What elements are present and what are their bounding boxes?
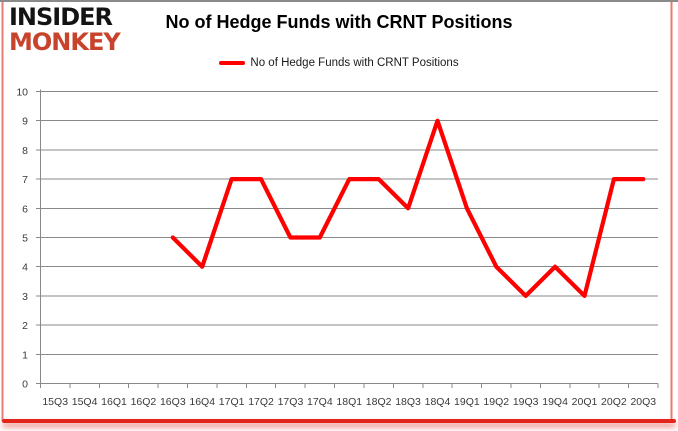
y-tick-label: 9 <box>22 116 28 128</box>
legend-line-marker <box>219 60 246 66</box>
x-tick-label: 20Q1 <box>572 396 598 408</box>
legend: No of Hedge Funds with CRNT Positions <box>0 57 678 69</box>
x-tick-label: 15Q3 <box>42 396 68 408</box>
x-tick-label: 17Q2 <box>248 396 274 408</box>
x-tick-label: 19Q4 <box>542 396 568 408</box>
x-tick-label: 20Q3 <box>630 396 656 408</box>
chart-title: No of Hedge Funds with CRNT Positions <box>165 12 513 32</box>
x-tick-label: 16Q3 <box>160 396 186 408</box>
top-border <box>0 0 678 2</box>
insider-monkey-logo: INSIDER MONKEY <box>9 3 121 56</box>
right-border-glow <box>670 2 673 421</box>
y-tick-label: 5 <box>22 233 28 245</box>
y-tick-label: 0 <box>22 379 28 391</box>
x-tick-label: 16Q2 <box>131 396 157 408</box>
x-tick-label: 17Q1 <box>219 396 245 408</box>
x-tick-label: 19Q2 <box>483 396 509 408</box>
y-tick-label: 8 <box>22 145 28 157</box>
x-tick-label: 15Q4 <box>72 396 98 408</box>
x-tick-label: 19Q1 <box>454 396 480 408</box>
logo-text-monkey: MONKEY <box>9 28 121 56</box>
x-tick-label: 18Q4 <box>425 396 451 408</box>
x-tick-label: 18Q1 <box>336 396 362 408</box>
x-tick-label: 19Q3 <box>513 396 539 408</box>
x-tick-label: 18Q2 <box>366 396 392 408</box>
legend-label: No of Hedge Funds with CRNT Positions <box>250 57 459 69</box>
y-tick-label: 2 <box>22 320 28 332</box>
y-tick-label: 6 <box>22 203 28 215</box>
x-tick-label: 17Q3 <box>278 396 304 408</box>
x-tick-label: 20Q2 <box>601 396 627 408</box>
x-tick-label: 17Q4 <box>307 396 333 408</box>
y-tick-label: 4 <box>22 262 28 274</box>
x-tick-label: 18Q3 <box>395 396 421 408</box>
x-tick-label: 16Q4 <box>189 396 215 408</box>
logo-text-insider: INSIDER <box>9 3 113 31</box>
left-border-glow <box>1 2 4 421</box>
y-tick-label: 1 <box>22 349 28 361</box>
bottom-red-border <box>2 419 676 423</box>
series-line-crnt <box>170 118 646 298</box>
y-tick-label: 3 <box>22 291 28 303</box>
y-tick-label: 7 <box>22 174 28 186</box>
y-tick-label: 10 <box>16 87 28 99</box>
x-tick-label: 16Q1 <box>101 396 127 408</box>
